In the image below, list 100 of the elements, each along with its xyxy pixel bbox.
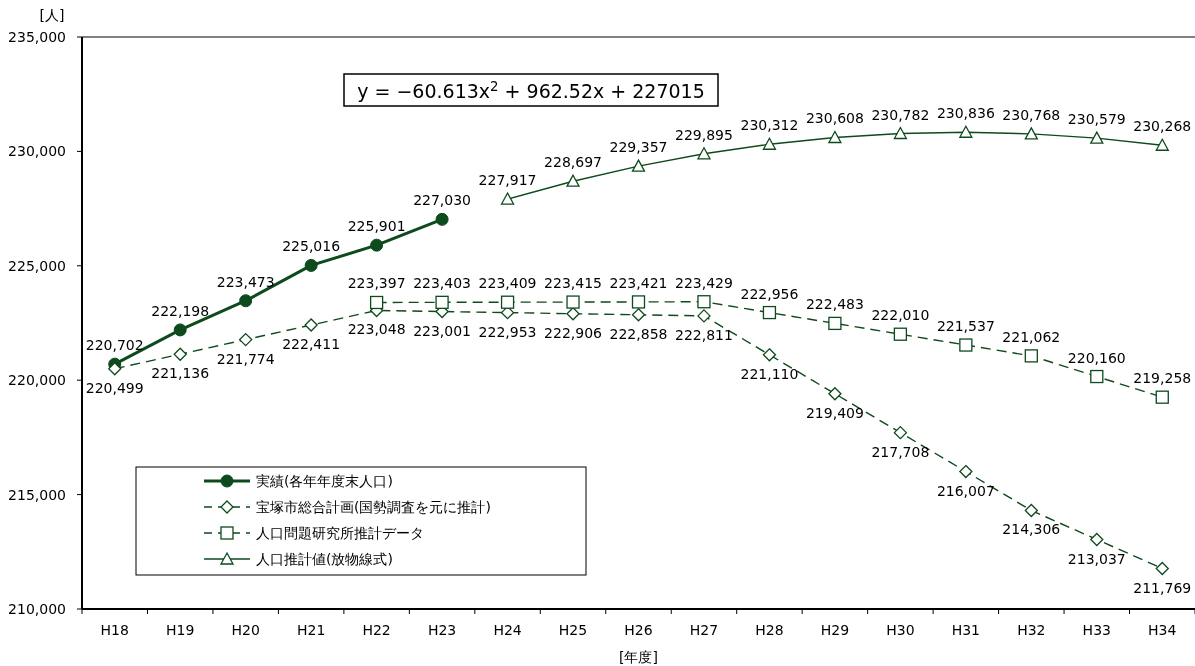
point — [697, 147, 711, 160]
x-tick-label: H34 — [1148, 622, 1177, 638]
point — [435, 212, 449, 226]
data-label: 219,258 — [1133, 370, 1192, 387]
data-label: 230,768 — [1002, 106, 1061, 123]
point — [370, 238, 384, 252]
point — [566, 295, 580, 309]
point — [108, 362, 122, 376]
data-label: 220,160 — [1067, 349, 1126, 366]
x-tick-label: H29 — [820, 622, 850, 638]
data-label: 230,268 — [1133, 118, 1192, 135]
point — [1090, 532, 1104, 547]
point — [828, 130, 842, 144]
data-label: 230,579 — [1067, 111, 1126, 128]
data-label: 223,415 — [544, 275, 602, 292]
point — [239, 294, 253, 308]
data-label: 230,836 — [936, 105, 995, 122]
point — [1155, 390, 1169, 404]
x-tick-label: H31 — [951, 622, 981, 638]
legend-label: 宝塚市総合計画(国勢調査を元に推計) — [256, 499, 491, 515]
point — [959, 464, 973, 479]
point — [631, 159, 646, 172]
y-tick-label: 220,000 — [8, 372, 66, 389]
point — [1090, 131, 1104, 144]
data-label: 222,411 — [282, 336, 341, 353]
data-label: 225,016 — [282, 238, 341, 255]
legend-label: 人口問題研究所推計データ — [256, 525, 424, 541]
data-label: 216,007 — [936, 482, 995, 499]
data-label: 213,037 — [1067, 550, 1126, 567]
point — [828, 316, 842, 331]
data-label: 223,473 — [216, 273, 275, 290]
data-label: 227,917 — [478, 172, 537, 189]
point — [173, 323, 187, 337]
data-label: 221,537 — [936, 318, 995, 335]
legend-label: 実績(各年年度末人口) — [256, 473, 393, 489]
data-label: 221,110 — [740, 365, 799, 382]
x-tick-label: H22 — [362, 622, 391, 638]
data-label: 223,397 — [347, 275, 406, 292]
point — [1024, 127, 1038, 140]
x-tick-label: H33 — [1082, 622, 1111, 638]
data-label: 229,895 — [675, 126, 733, 143]
data-label: 217,708 — [871, 443, 930, 460]
annotation: y = −60.613x$^{2}$ + 962.52x + 227015 — [357, 78, 705, 102]
data-label: 222,906 — [544, 324, 603, 341]
data-label: 230,782 — [871, 106, 930, 123]
x-tick-label: H19 — [166, 622, 195, 638]
point — [500, 295, 515, 309]
data-label: 221,062 — [1002, 328, 1061, 345]
data-label: 228,697 — [544, 154, 602, 171]
data-label: 221,136 — [151, 365, 210, 382]
x-tick-label: H28 — [755, 622, 784, 638]
point — [173, 347, 187, 361]
data-label: 211,769 — [1133, 579, 1192, 596]
y-tick-label: 225,000 — [8, 257, 66, 274]
y-tick-label: 235,000 — [8, 29, 66, 45]
point — [435, 295, 449, 309]
data-label: 220,702 — [85, 337, 144, 354]
point — [959, 125, 973, 138]
data-label: 223,001 — [413, 322, 472, 339]
data-label: 222,010 — [871, 307, 930, 324]
data-label: 223,409 — [478, 275, 537, 292]
data-label: 223,403 — [413, 275, 472, 292]
x-tick-label: H27 — [689, 622, 719, 638]
data-label: 219,409 — [805, 404, 864, 421]
data-label: 220,499 — [85, 379, 144, 396]
x-tick-label: H20 — [231, 622, 260, 638]
data-label: 230,312 — [740, 117, 799, 134]
data-label: 221,774 — [216, 350, 275, 367]
data-label: 230,608 — [805, 110, 864, 127]
x-axis-title: [年度] — [619, 649, 658, 665]
legend-label: 人口推計値(放物線式) — [256, 551, 393, 567]
data-label: 223,429 — [675, 274, 733, 291]
point — [1024, 349, 1038, 363]
point — [369, 295, 384, 310]
point — [762, 137, 777, 150]
y-axis-title: [人] — [39, 7, 65, 23]
x-tick-label: H26 — [624, 622, 653, 638]
x-tick-label: H24 — [493, 622, 522, 638]
data-label: 222,956 — [740, 285, 799, 302]
x-tick-label: H23 — [427, 622, 457, 638]
data-label: 223,421 — [609, 274, 668, 291]
y-tick-label: 215,000 — [8, 486, 66, 503]
point — [893, 126, 908, 140]
point — [631, 295, 646, 309]
y-tick-label: 210,000 — [8, 601, 66, 617]
x-tick-label: H32 — [1017, 622, 1046, 638]
data-label: 225,901 — [347, 218, 406, 235]
data-label: 222,483 — [805, 296, 864, 313]
data-label: 222,953 — [478, 323, 537, 340]
x-tick-label: H30 — [886, 622, 915, 638]
point — [762, 305, 777, 320]
y-tick-label: 230,000 — [8, 143, 66, 160]
point — [566, 174, 580, 187]
x-tick-label: H25 — [558, 622, 588, 638]
point — [762, 348, 777, 362]
point — [1155, 138, 1169, 151]
data-label: 223,048 — [347, 321, 406, 338]
data-label: 222,811 — [675, 326, 733, 343]
point — [959, 338, 973, 352]
data-label: 227,030 — [413, 192, 472, 209]
